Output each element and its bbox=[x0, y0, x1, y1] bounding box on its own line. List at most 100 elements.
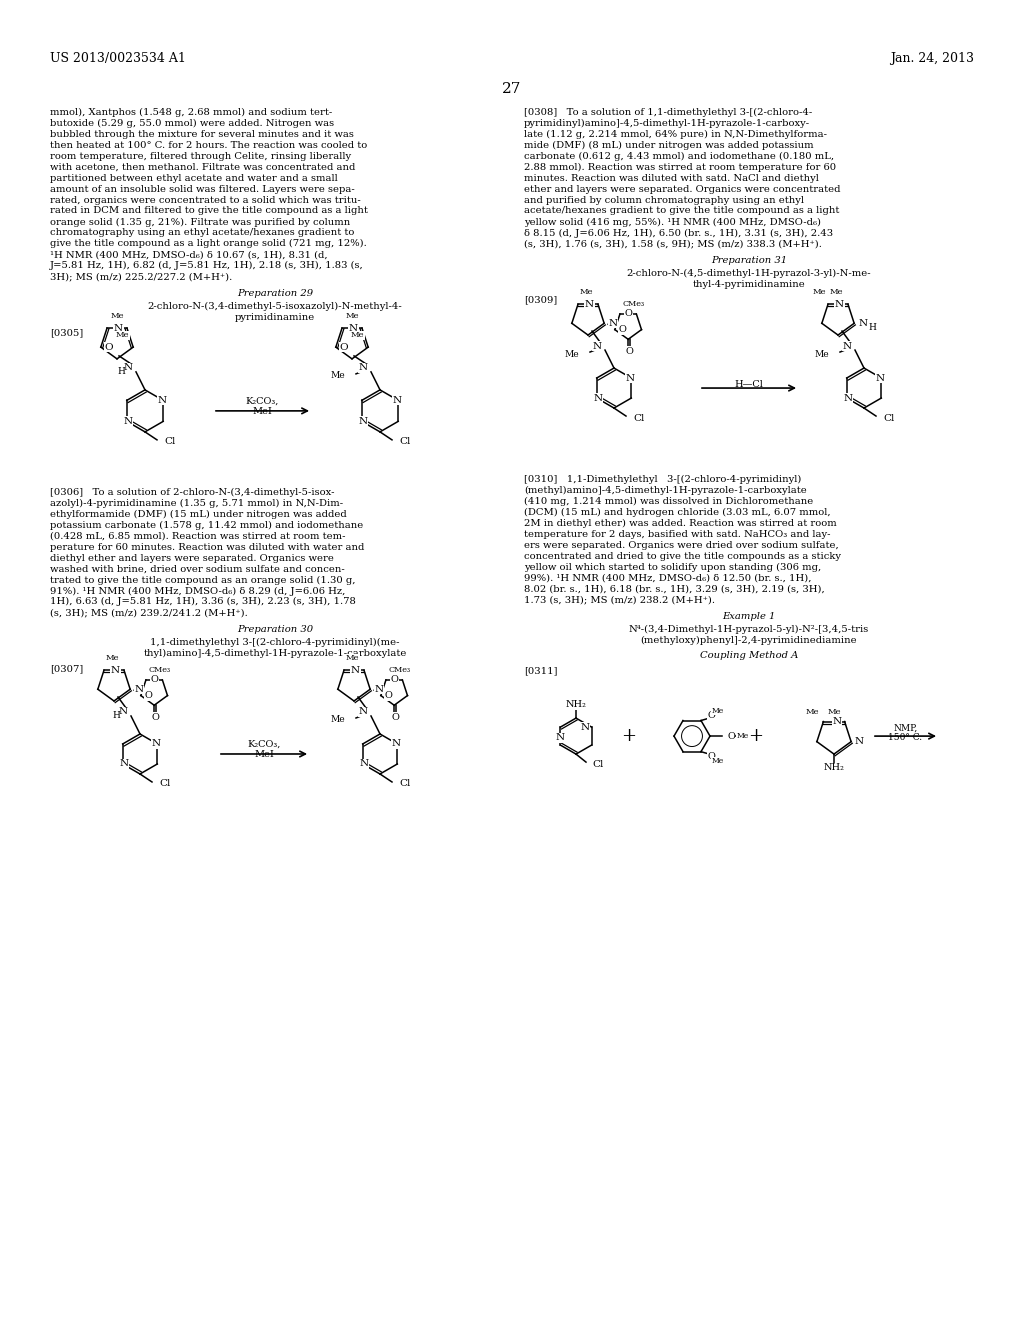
Text: 2-chloro-N-(3,4-dimethyl-5-isoxazolyl)-N-methyl-4-: 2-chloro-N-(3,4-dimethyl-5-isoxazolyl)-N… bbox=[147, 302, 402, 312]
Text: N: N bbox=[593, 393, 602, 403]
Text: (0.428 mL, 6.85 mmol). Reaction was stirred at room tem-: (0.428 mL, 6.85 mmol). Reaction was stir… bbox=[50, 532, 345, 541]
Text: (s, 3H), 1.76 (s, 3H), 1.58 (s, 9H); MS (m/z) 338.3 (M+H⁺).: (s, 3H), 1.76 (s, 3H), 1.58 (s, 9H); MS … bbox=[524, 239, 822, 248]
Text: and purified by column chromatography using an ethyl: and purified by column chromatography us… bbox=[524, 195, 804, 205]
Text: N: N bbox=[119, 708, 128, 717]
Text: Me: Me bbox=[331, 371, 345, 380]
Text: yellow oil which started to solidify upon standing (306 mg,: yellow oil which started to solidify upo… bbox=[524, 562, 821, 572]
Text: Me: Me bbox=[564, 350, 579, 359]
Text: 1.73 (s, 3H); MS (m/z) 238.2 (M+H⁺).: 1.73 (s, 3H); MS (m/z) 238.2 (M+H⁺). bbox=[524, 595, 715, 605]
Text: orange solid (1.35 g, 21%). Filtrate was purified by column: orange solid (1.35 g, 21%). Filtrate was… bbox=[50, 218, 350, 227]
Text: Cl: Cl bbox=[633, 413, 644, 422]
Text: MeI: MeI bbox=[254, 750, 274, 759]
Text: N: N bbox=[835, 300, 844, 309]
Text: pyrimidinyl)amino]-4,5-dimethyl-1H-pyrazole-1-carboxy-: pyrimidinyl)amino]-4,5-dimethyl-1H-pyraz… bbox=[524, 119, 810, 128]
Text: late (1.12 g, 2.214 mmol, 64% pure) in N,N-Dimethylforma-: late (1.12 g, 2.214 mmol, 64% pure) in N… bbox=[524, 129, 827, 139]
Text: temperature for 2 days, basified with satd. NaHCO₃ and lay-: temperature for 2 days, basified with sa… bbox=[524, 529, 830, 539]
Text: Cl: Cl bbox=[883, 413, 894, 422]
Text: O: O bbox=[625, 309, 633, 318]
Text: 2.88 mmol). Reaction was stirred at room temperature for 60: 2.88 mmol). Reaction was stirred at room… bbox=[524, 162, 837, 172]
Text: potassium carbonate (1.578 g, 11.42 mmol) and iodomethane: potassium carbonate (1.578 g, 11.42 mmol… bbox=[50, 520, 364, 529]
Text: H—Cl: H—Cl bbox=[734, 380, 764, 389]
Text: N: N bbox=[124, 363, 133, 372]
Text: rated, organics were concentrated to a solid which was tritu-: rated, organics were concentrated to a s… bbox=[50, 195, 360, 205]
Text: Me: Me bbox=[814, 350, 829, 359]
Text: carbonate (0.612 g, 4.43 mmol) and iodomethane (0.180 mL,: carbonate (0.612 g, 4.43 mmol) and iodom… bbox=[524, 152, 835, 161]
Text: ers were separated. Organics were dried over sodium sulfate,: ers were separated. Organics were dried … bbox=[524, 541, 839, 549]
Text: 8.02 (br. s., 1H), 6.18 (br. s., 1H), 3.29 (s, 3H), 2.19 (s, 3H),: 8.02 (br. s., 1H), 6.18 (br. s., 1H), 3.… bbox=[524, 585, 824, 594]
Text: Cl: Cl bbox=[159, 780, 170, 788]
Text: Me: Me bbox=[737, 733, 750, 741]
Text: N: N bbox=[876, 374, 885, 383]
Text: diethyl ether and layers were separated. Organics were: diethyl ether and layers were separated.… bbox=[50, 553, 334, 562]
Text: [0309]: [0309] bbox=[524, 296, 557, 304]
Text: O: O bbox=[708, 710, 716, 719]
Text: [0308]   To a solution of 1,1-dimethylethyl 3-[(2-chloro-4-: [0308] To a solution of 1,1-dimethylethy… bbox=[524, 108, 812, 117]
Text: (methyloxy)phenyl]-2,4-pyrimidinediamine: (methyloxy)phenyl]-2,4-pyrimidinediamine bbox=[641, 636, 857, 645]
Text: acetate/hexanes gradient to give the title compound as a light: acetate/hexanes gradient to give the tit… bbox=[524, 206, 840, 215]
Text: chromatography using an ethyl acetate/hexanes gradient to: chromatography using an ethyl acetate/he… bbox=[50, 228, 354, 238]
Text: Me: Me bbox=[812, 288, 826, 296]
Text: NMP,: NMP, bbox=[893, 725, 918, 733]
Text: butoxide (5.29 g, 55.0 mmol) were added. Nitrogen was: butoxide (5.29 g, 55.0 mmol) were added.… bbox=[50, 119, 334, 128]
Text: Me: Me bbox=[580, 288, 594, 296]
Text: perature for 60 minutes. Reaction was diluted with water and: perature for 60 minutes. Reaction was di… bbox=[50, 543, 365, 552]
Text: yellow solid (416 mg, 55%). ¹H NMR (400 MHz, DMSO-d₆): yellow solid (416 mg, 55%). ¹H NMR (400 … bbox=[524, 218, 821, 227]
Text: Cl: Cl bbox=[592, 759, 603, 768]
Text: NH₂: NH₂ bbox=[823, 763, 845, 772]
Text: (s, 3H); MS (m/z) 239.2/241.2 (M+H⁺).: (s, 3H); MS (m/z) 239.2/241.2 (M+H⁺). bbox=[50, 609, 248, 618]
Text: 27: 27 bbox=[503, 82, 521, 96]
Text: bubbled through the mixture for several minutes and it was: bubbled through the mixture for several … bbox=[50, 129, 354, 139]
Text: Preparation 30: Preparation 30 bbox=[237, 626, 313, 634]
Text: [0310]   1,1-Dimethylethyl   3-[(2-chloro-4-pyrimidinyl): [0310] 1,1-Dimethylethyl 3-[(2-chloro-4-… bbox=[524, 475, 802, 484]
Text: pyrimidinamine: pyrimidinamine bbox=[234, 313, 315, 322]
Text: N: N bbox=[119, 759, 128, 768]
Text: US 2013/0023534 A1: US 2013/0023534 A1 bbox=[50, 51, 186, 65]
Text: Me: Me bbox=[346, 312, 359, 321]
Text: Cl: Cl bbox=[399, 780, 411, 788]
Text: ether and layers were separated. Organics were concentrated: ether and layers were separated. Organic… bbox=[524, 185, 841, 194]
Text: N: N bbox=[608, 319, 617, 327]
Text: N: N bbox=[556, 733, 565, 742]
Text: N: N bbox=[152, 739, 161, 748]
Text: N: N bbox=[581, 722, 590, 731]
Text: [0307]: [0307] bbox=[50, 664, 83, 673]
Text: Me: Me bbox=[712, 708, 724, 715]
Text: MeI: MeI bbox=[253, 407, 272, 416]
Text: O: O bbox=[708, 752, 716, 762]
Text: O: O bbox=[390, 676, 398, 684]
Text: mmol), Xantphos (1.548 g, 2.68 mmol) and sodium tert-: mmol), Xantphos (1.548 g, 2.68 mmol) and… bbox=[50, 108, 332, 117]
Text: O: O bbox=[104, 343, 114, 351]
Text: thyl)amino]-4,5-dimethyl-1H-pyrazole-1-carboxylate: thyl)amino]-4,5-dimethyl-1H-pyrazole-1-c… bbox=[143, 649, 407, 659]
Text: K₂CO₃,: K₂CO₃, bbox=[248, 741, 281, 748]
Text: N: N bbox=[114, 323, 123, 333]
Text: N: N bbox=[858, 319, 867, 327]
Text: with acetone, then methanol. Filtrate was concentrated and: with acetone, then methanol. Filtrate wa… bbox=[50, 162, 355, 172]
Text: then heated at 100° C. for 2 hours. The reaction was cooled to: then heated at 100° C. for 2 hours. The … bbox=[50, 141, 368, 150]
Text: minutes. Reaction was diluted with satd. NaCl and diethyl: minutes. Reaction was diluted with satd.… bbox=[524, 174, 819, 182]
Text: N: N bbox=[358, 708, 368, 717]
Text: washed with brine, dried over sodium sulfate and concen-: washed with brine, dried over sodium sul… bbox=[50, 565, 345, 573]
Text: 99%). ¹H NMR (400 MHz, DMSO-d₆) δ 12.50 (br. s., 1H),: 99%). ¹H NMR (400 MHz, DMSO-d₆) δ 12.50 … bbox=[524, 574, 811, 582]
Text: Me: Me bbox=[331, 715, 345, 725]
Text: N: N bbox=[843, 342, 852, 351]
Text: N: N bbox=[626, 374, 635, 383]
Text: N: N bbox=[374, 685, 383, 694]
Text: Me: Me bbox=[827, 708, 841, 715]
Text: amount of an insoluble solid was filtered. Layers were sepa-: amount of an insoluble solid was filtere… bbox=[50, 185, 354, 194]
Text: Cl: Cl bbox=[164, 437, 175, 446]
Text: N: N bbox=[111, 665, 120, 675]
Text: N: N bbox=[843, 393, 852, 403]
Text: Me: Me bbox=[106, 655, 120, 663]
Text: [0306]   To a solution of 2-chloro-N-(3,4-dimethyl-5-isox-: [0306] To a solution of 2-chloro-N-(3,4-… bbox=[50, 488, 335, 498]
Text: N: N bbox=[351, 665, 360, 675]
Text: H: H bbox=[112, 711, 120, 721]
Text: O: O bbox=[618, 325, 627, 334]
Text: give the title compound as a light orange solid (721 mg, 12%).: give the title compound as a light orang… bbox=[50, 239, 367, 248]
Text: Example 1: Example 1 bbox=[722, 612, 776, 622]
Text: N: N bbox=[359, 759, 369, 768]
Text: O: O bbox=[626, 347, 633, 356]
Text: concentrated and dried to give the title compounds as a sticky: concentrated and dried to give the title… bbox=[524, 552, 841, 561]
Text: N: N bbox=[158, 396, 167, 405]
Text: rated in DCM and filtered to give the title compound as a light: rated in DCM and filtered to give the ti… bbox=[50, 206, 368, 215]
Text: +: + bbox=[622, 727, 637, 744]
